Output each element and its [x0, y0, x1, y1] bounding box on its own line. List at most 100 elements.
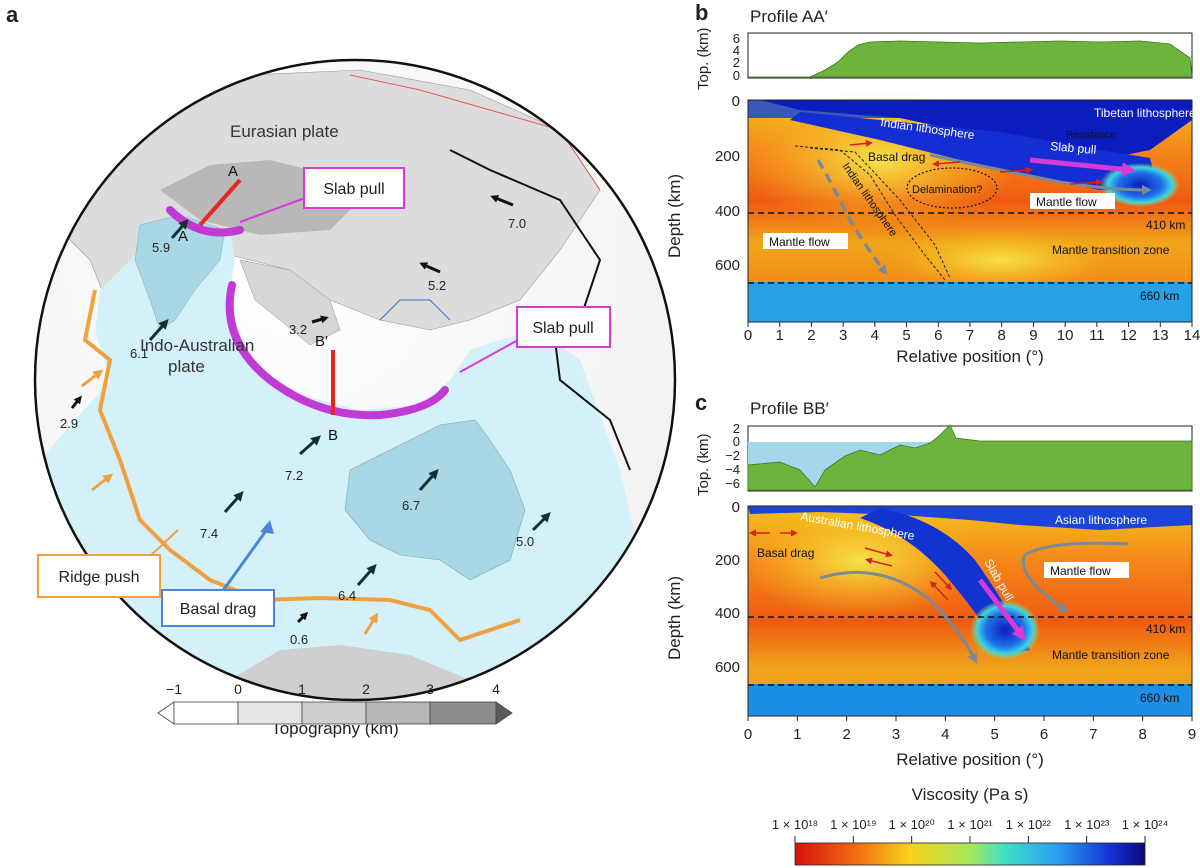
mantle-flow-label: Mantle flow — [1050, 564, 1111, 578]
resistance-label: Resistance — [1066, 130, 1116, 141]
velocity-label: 0.6 — [290, 632, 308, 647]
slab-pull-pointer — [239, 197, 306, 223]
basal-drag-arrow — [932, 160, 961, 168]
x-tick-label: 0 — [744, 726, 752, 743]
topo-colorbar-seg — [237, 701, 303, 725]
x-tick-label: 2 — [807, 327, 815, 344]
depth-tick: 400 — [715, 605, 740, 622]
australia-landmass — [344, 419, 526, 581]
mantle-flow-label: Mantle flow — [1036, 195, 1097, 209]
slab-pull-box-text: Slab pull — [323, 181, 384, 198]
velocity-arrow — [296, 611, 309, 624]
x-tick-label: 8 — [998, 327, 1006, 344]
d660-label: 660 km — [1140, 691, 1179, 705]
profile-bb-frame — [747, 505, 1193, 717]
slab-pull-arrow — [1029, 157, 1136, 177]
topo-tick: −1 — [166, 681, 182, 697]
slab-pull-box-text: Slab pull — [532, 320, 593, 337]
velocity-arrow — [170, 218, 189, 239]
velocity-arrow — [418, 469, 439, 491]
profile-bb-xlabel: Relative position (°) — [896, 750, 1044, 769]
x-tick-label: 5 — [990, 726, 998, 743]
plate-boundary-thin — [379, 299, 451, 321]
velocity-label: 7.0 — [508, 216, 526, 231]
viscosity-colorbar-title: Viscosity (Pa s) — [912, 785, 1029, 804]
depth-tick: 200 — [715, 148, 740, 165]
mantle-flow-arrow — [929, 153, 1152, 195]
x-tick-label: 12 — [1120, 327, 1137, 344]
d410-label: 410 km — [1146, 218, 1185, 232]
basal-drag-box-text: Basal drag — [180, 601, 257, 618]
velocity-arrow — [148, 319, 169, 341]
basal-drag-arrow — [934, 571, 953, 591]
velocity-label: 3.2 — [289, 322, 307, 337]
topo-colorbar-seg — [301, 701, 367, 725]
velocity-arrow — [223, 491, 244, 513]
velocity-arrow — [70, 395, 82, 409]
ridge-push-box — [37, 554, 161, 598]
slab-pull-pointer — [459, 339, 519, 373]
ridge-push-box-text: Ridge push — [59, 569, 140, 586]
profile-line-aa — [198, 178, 242, 227]
profile-bb-field — [740, 500, 1192, 716]
topo-tick: 2 — [362, 681, 370, 697]
x-tick-label: 5 — [902, 327, 910, 344]
basal-drag-arrow — [929, 580, 949, 601]
depth-tick: 600 — [715, 257, 740, 274]
topo-tick: 0 — [733, 434, 740, 449]
x-tick-label: 6 — [934, 327, 942, 344]
x-tick-label: 2 — [842, 726, 850, 743]
x-tick-label: 14 — [1184, 327, 1200, 344]
depth-tick: 0 — [732, 93, 740, 110]
profile-bb-topo-fill — [747, 424, 1193, 491]
velocity-arrow — [299, 435, 321, 456]
topo-tick: 0 — [733, 68, 740, 83]
southeast-asia-landmass — [239, 259, 341, 346]
mantle-flow-arrow — [819, 570, 977, 664]
basal-drag-arrow — [865, 557, 893, 567]
topo-tick: 1 — [298, 681, 306, 697]
topo-tick: 2 — [733, 55, 740, 70]
topography-colorbar: Topography (km) — [157, 701, 513, 738]
profile-bb-ylabel: Depth (km) — [665, 576, 684, 660]
panel-label-a: a — [6, 2, 19, 27]
slab-pull-arrow — [978, 578, 1026, 641]
x-tick-label: 10 — [1057, 327, 1074, 344]
x-tick-label: 3 — [892, 726, 900, 743]
velocity-label: 5.0 — [516, 534, 534, 549]
x-tick-label: 9 — [1188, 726, 1196, 743]
slab-pull-label: Slab pull — [1050, 139, 1097, 157]
panel-label-c: c — [695, 390, 708, 415]
asian-lithosphere-label: Asian lithosphere — [1055, 513, 1147, 527]
velocity-label: 7.4 — [200, 526, 218, 541]
velocity-label: 5.9 — [152, 240, 170, 255]
profile-bb-title: Profile BB′ — [750, 399, 829, 418]
topo-tick: 6 — [733, 31, 740, 46]
mantle-flow-box — [1044, 562, 1129, 578]
d410-label: 410 km — [1146, 622, 1185, 636]
depth-tick: 400 — [715, 203, 740, 220]
velocity-arrows — [70, 195, 551, 635]
antarctica-landmass — [230, 645, 470, 700]
profile-aa-title: Profile AA′ — [750, 7, 828, 26]
viscosity-tick-label: 1 × 10²⁰ — [889, 817, 935, 832]
marker-a-top: A — [228, 163, 238, 180]
velocity-arrow — [311, 315, 329, 324]
profile-aa-topo-ylabel: Top. (km) — [695, 27, 712, 90]
x-tick-label: 4 — [871, 327, 879, 344]
velocity-label: 2.9 — [60, 416, 78, 431]
topo-colorbar-left-arrow — [157, 701, 175, 725]
profile-bb-topo-ylabel: Top. (km) — [695, 433, 712, 496]
basal-drag-box — [161, 589, 275, 627]
topo-tick: 2 — [733, 421, 740, 436]
velocity-label: 6.7 — [402, 498, 420, 513]
depth-tick: 0 — [732, 499, 740, 516]
x-tick-label: 13 — [1152, 327, 1169, 344]
viscosity-tick-label: 1 × 10²¹ — [947, 817, 993, 832]
velocity-arrow — [419, 262, 441, 274]
viscosity-tick-label: 1 × 10²² — [1006, 817, 1052, 832]
basal-drag-arrow — [849, 139, 873, 147]
mantle-flow-arrow — [1022, 541, 1129, 613]
ridge-push-arrow — [91, 473, 114, 492]
velocity-arrow — [490, 195, 514, 207]
